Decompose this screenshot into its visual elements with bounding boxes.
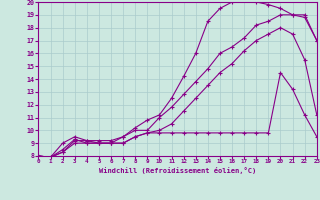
X-axis label: Windchill (Refroidissement éolien,°C): Windchill (Refroidissement éolien,°C) xyxy=(99,167,256,174)
